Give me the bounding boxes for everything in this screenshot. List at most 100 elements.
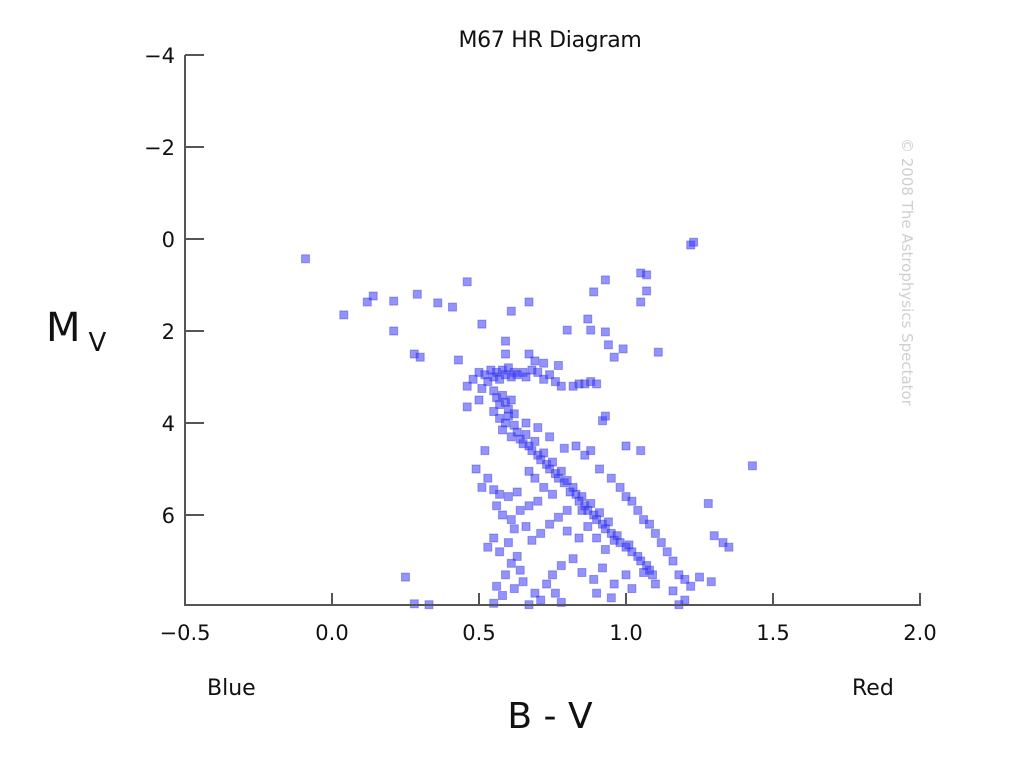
star-point [636,297,646,307]
star-point [586,325,596,335]
star-point [553,361,563,370]
star-point [477,384,487,393]
star-point [512,487,522,497]
star-point [636,556,646,566]
star-point [545,464,555,474]
star-point [600,411,610,421]
star-point [592,379,602,389]
star-point [718,538,728,548]
star-point [709,531,719,541]
star-point [653,347,663,357]
star-point [483,377,493,387]
star-point [530,356,540,366]
star-point [542,579,552,589]
axes: −4 −2 0 2 4 6 −0.5 0.0 0.5 1.0 1.5 2.0 [144,44,937,645]
star-point [650,579,660,589]
star-point [498,591,507,600]
x-tick-label: −0.5 [160,621,211,645]
star-point [506,306,516,316]
x-side-label-blue: Blue [207,676,256,701]
star-point [474,395,484,405]
x-tick-label: 0.5 [462,621,495,645]
star-point [592,588,602,598]
star-point [747,461,757,471]
x-tick-label: 1.0 [609,621,642,645]
star-point [492,501,502,511]
star-point [412,289,422,299]
y-tick-label: 6 [162,504,175,528]
star-point [480,446,490,456]
star-point [559,443,569,453]
star-point [389,296,399,306]
data-points [301,237,757,610]
star-point [556,561,566,571]
y-tick-label: −4 [144,44,175,68]
star-point [539,482,549,492]
star-point [509,524,519,534]
star-point [627,547,637,557]
star-point [495,413,505,423]
star-point [509,584,519,594]
star-point [577,568,587,577]
y-axis-label-main: M [46,305,81,351]
star-point [477,482,487,492]
star-point [592,515,602,525]
star-point [642,270,652,280]
star-point [562,505,572,515]
star-point [512,551,522,561]
x-tick-label: 1.5 [756,621,789,645]
star-point [592,533,602,543]
star-point [368,291,378,301]
star-point [618,344,628,354]
star-point [453,355,463,365]
star-point [506,515,516,525]
star-point [574,533,584,543]
x-tick-label: 2.0 [903,621,936,645]
star-point [533,423,543,433]
star-point [527,446,537,456]
star-point [536,528,546,538]
y-tick-label: 4 [162,412,175,436]
star-point [521,372,531,382]
star-point [521,522,531,531]
star-point [627,584,637,594]
star-point [533,496,543,506]
star-point [498,425,507,435]
x-axis-label: B - V [507,696,593,737]
x-side-label-red: Red [852,676,894,701]
star-point [545,519,555,529]
star-point [609,352,619,362]
star-point [501,570,510,580]
star-point [524,501,534,511]
star-point [489,485,499,495]
star-point [501,336,510,346]
star-point [495,489,505,499]
star-point [674,570,684,580]
star-point [553,473,563,483]
star-point [506,395,516,405]
star-point [536,595,546,605]
y-tick-label: −2 [144,136,175,160]
star-point [600,275,610,285]
star-point [621,441,631,451]
star-point [621,570,631,580]
y-tick-label: 2 [162,320,175,344]
star-point [627,496,637,506]
star-point [724,542,734,552]
y-axis-label-subscript: V [88,328,107,358]
star-point [639,515,649,525]
star-point [600,545,610,554]
star-point [615,538,625,548]
star-point [539,358,549,368]
star-point [545,432,555,442]
star-point [703,499,713,508]
star-point [462,381,472,391]
star-point [589,287,599,297]
star-point [506,432,516,442]
star-point [606,473,616,483]
star-point [648,570,657,580]
star-point [586,446,596,456]
star-point [489,598,499,608]
star-point [639,568,649,577]
